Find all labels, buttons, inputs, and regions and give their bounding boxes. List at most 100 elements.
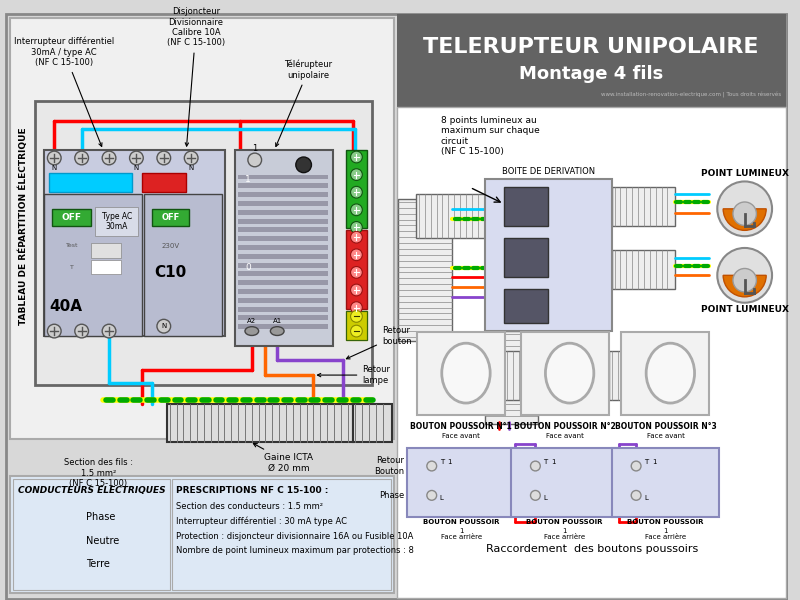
FancyBboxPatch shape xyxy=(416,194,514,238)
FancyBboxPatch shape xyxy=(52,209,91,226)
FancyBboxPatch shape xyxy=(6,14,786,599)
FancyBboxPatch shape xyxy=(172,479,390,590)
FancyBboxPatch shape xyxy=(238,192,328,197)
Text: Nombre de point lumineux maximum par protections : 8: Nombre de point lumineux maximum par pro… xyxy=(175,546,414,555)
FancyBboxPatch shape xyxy=(622,332,710,415)
Text: 230V: 230V xyxy=(162,243,180,249)
FancyBboxPatch shape xyxy=(238,289,328,294)
Text: Terre: Terre xyxy=(86,559,110,569)
Text: Face arrière: Face arrière xyxy=(441,535,482,541)
Text: N: N xyxy=(52,165,57,171)
Text: www.installation-renovation-electrique.com | Tous droits réservés: www.installation-renovation-electrique.c… xyxy=(601,92,781,98)
Circle shape xyxy=(248,153,262,167)
Circle shape xyxy=(733,268,757,292)
FancyBboxPatch shape xyxy=(346,150,367,229)
FancyBboxPatch shape xyxy=(238,280,328,285)
Text: Raccordement  des boutons poussoirs: Raccordement des boutons poussoirs xyxy=(486,544,698,554)
Text: Section des fils :
1.5 mm²
(NF C 15-100): Section des fils : 1.5 mm² (NF C 15-100) xyxy=(64,458,133,488)
Circle shape xyxy=(350,284,362,296)
Text: L: L xyxy=(543,495,547,501)
FancyBboxPatch shape xyxy=(511,448,618,517)
FancyBboxPatch shape xyxy=(45,194,142,336)
FancyBboxPatch shape xyxy=(238,316,328,320)
FancyBboxPatch shape xyxy=(612,448,719,517)
Circle shape xyxy=(75,324,89,338)
Text: Protection : disjoncteur divisionnaire 16A ou Fusible 10A: Protection : disjoncteur divisionnaire 1… xyxy=(175,532,413,541)
Circle shape xyxy=(157,151,170,165)
Text: N: N xyxy=(189,165,194,171)
Circle shape xyxy=(350,302,362,313)
Circle shape xyxy=(75,151,89,165)
Text: 30mA: 30mA xyxy=(106,222,128,231)
Text: 1: 1 xyxy=(459,527,463,533)
FancyBboxPatch shape xyxy=(609,350,662,400)
Text: 40A: 40A xyxy=(50,299,82,314)
FancyBboxPatch shape xyxy=(45,150,226,336)
Circle shape xyxy=(350,232,362,243)
Text: Type AC: Type AC xyxy=(102,212,132,221)
Text: OFF: OFF xyxy=(62,213,82,222)
FancyBboxPatch shape xyxy=(152,209,190,226)
Text: Télérupteur
unipolaire: Télérupteur unipolaire xyxy=(276,60,333,146)
FancyBboxPatch shape xyxy=(238,210,328,215)
Circle shape xyxy=(47,151,61,165)
FancyBboxPatch shape xyxy=(166,404,353,442)
Circle shape xyxy=(130,151,143,165)
Circle shape xyxy=(733,202,757,226)
Text: CONDUCTEURS ELECTRIQUES: CONDUCTEURS ELECTRIQUES xyxy=(18,485,166,494)
Text: BOUTON POUSSOIR: BOUTON POUSSOIR xyxy=(423,519,499,525)
Circle shape xyxy=(350,249,362,260)
FancyBboxPatch shape xyxy=(504,350,560,400)
Circle shape xyxy=(184,151,198,165)
FancyBboxPatch shape xyxy=(612,250,675,289)
FancyBboxPatch shape xyxy=(235,150,333,346)
FancyBboxPatch shape xyxy=(346,311,367,340)
Text: 8 points lumineux au
maximum sur chaque
circuit
(NF C 15-100): 8 points lumineux au maximum sur chaque … xyxy=(441,116,539,156)
FancyBboxPatch shape xyxy=(238,218,328,224)
FancyBboxPatch shape xyxy=(238,175,328,179)
FancyBboxPatch shape xyxy=(34,101,372,385)
Circle shape xyxy=(102,324,116,338)
FancyBboxPatch shape xyxy=(142,173,186,192)
FancyBboxPatch shape xyxy=(353,404,392,442)
Text: Neutre: Neutre xyxy=(86,536,119,547)
Text: Retour
lampe: Retour lampe xyxy=(318,365,390,385)
Text: 0: 0 xyxy=(245,263,250,272)
FancyBboxPatch shape xyxy=(398,199,452,341)
Text: Retour
Bouton: Retour Bouton xyxy=(374,457,404,476)
FancyBboxPatch shape xyxy=(485,179,612,331)
FancyBboxPatch shape xyxy=(397,14,786,107)
Circle shape xyxy=(350,325,362,337)
Circle shape xyxy=(350,311,362,322)
Circle shape xyxy=(718,181,772,236)
FancyBboxPatch shape xyxy=(238,201,328,206)
Circle shape xyxy=(350,221,362,233)
Circle shape xyxy=(350,187,362,198)
FancyBboxPatch shape xyxy=(238,245,328,250)
Text: POINT LUMINEUX: POINT LUMINEUX xyxy=(701,305,789,314)
FancyBboxPatch shape xyxy=(485,331,538,424)
Ellipse shape xyxy=(245,326,258,335)
Circle shape xyxy=(296,157,311,173)
Text: Section des conducteurs : 1.5 mm²: Section des conducteurs : 1.5 mm² xyxy=(175,502,322,511)
Circle shape xyxy=(350,151,362,163)
Text: BOUTON POUSSOIR N°2: BOUTON POUSSOIR N°2 xyxy=(514,422,616,431)
FancyBboxPatch shape xyxy=(612,187,675,226)
FancyBboxPatch shape xyxy=(238,184,328,188)
Text: 1: 1 xyxy=(652,459,656,465)
Text: Face arrière: Face arrière xyxy=(544,535,586,541)
Text: A1: A1 xyxy=(273,318,282,324)
Text: T: T xyxy=(70,265,74,270)
Text: T: T xyxy=(439,459,444,465)
Text: BOUTON POUSSOIR N°3: BOUTON POUSSOIR N°3 xyxy=(614,422,716,431)
Circle shape xyxy=(718,248,772,303)
Text: Interrupteur différentiel : 30 mA type AC: Interrupteur différentiel : 30 mA type A… xyxy=(175,517,346,526)
Circle shape xyxy=(427,490,437,500)
Text: PRESCRIPTIONS NF C 15-100 :: PRESCRIPTIONS NF C 15-100 : xyxy=(175,485,328,494)
Text: Phase: Phase xyxy=(379,491,404,500)
FancyBboxPatch shape xyxy=(13,479,170,590)
Text: 1: 1 xyxy=(551,459,555,465)
Text: A2: A2 xyxy=(247,318,256,324)
Ellipse shape xyxy=(442,343,490,403)
Circle shape xyxy=(350,169,362,181)
